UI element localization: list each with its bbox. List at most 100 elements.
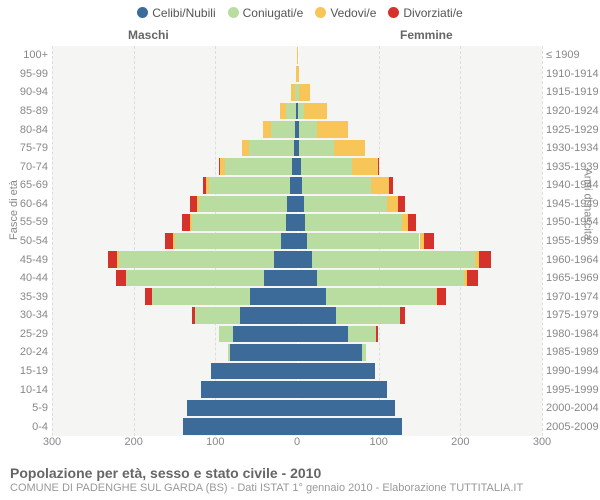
birth-band-label: 1925-1929 <box>546 124 600 136</box>
pyramid-row <box>52 120 542 139</box>
age-band-label: 65-69 <box>12 179 48 191</box>
pyramid-row <box>52 306 542 325</box>
birth-band-label: 1915-1919 <box>546 86 600 98</box>
segment-div <box>376 326 378 343</box>
segment-con <box>336 307 400 324</box>
pyramid-row <box>52 83 542 102</box>
pyramid-row <box>52 362 542 381</box>
segment-cel <box>201 381 297 398</box>
segment-ved <box>297 47 298 64</box>
birth-band-label: 1950-1954 <box>546 216 600 228</box>
segment-ved <box>299 84 310 101</box>
segment-con <box>192 214 286 231</box>
segment-con <box>348 326 377 343</box>
segment-cel <box>187 400 297 417</box>
age-band-label: 90-94 <box>12 86 48 98</box>
segment-cel <box>264 270 297 287</box>
age-band-label: 20-24 <box>12 346 48 358</box>
birth-band-label: 1930-1934 <box>546 142 600 154</box>
x-tick: 100 <box>369 436 387 448</box>
age-band-label: 95-99 <box>12 68 48 80</box>
segment-div <box>398 196 405 213</box>
segment-cel <box>240 307 297 324</box>
x-tick: 100 <box>206 436 224 448</box>
age-band-label: 25-29 <box>12 328 48 340</box>
segment-ved <box>280 103 287 120</box>
segment-ved <box>242 140 249 157</box>
pyramid-row <box>52 380 542 399</box>
segment-cel <box>286 214 297 231</box>
segment-con <box>219 326 234 343</box>
age-band-label: 40-44 <box>12 272 48 284</box>
pyramid-row <box>52 269 542 288</box>
segment-cel <box>297 307 336 324</box>
x-tick: 300 <box>533 436 551 448</box>
chart-title: Popolazione per età, sesso e stato civil… <box>10 465 523 481</box>
birth-band-label: 1940-1944 <box>546 179 600 191</box>
segment-con <box>271 121 296 138</box>
segment-con <box>119 251 274 268</box>
segment-con <box>317 270 464 287</box>
segment-con <box>175 233 281 250</box>
age-band-label: 15-19 <box>12 365 48 377</box>
segment-con <box>286 103 296 120</box>
age-band-label: 70-74 <box>12 161 48 173</box>
segment-ved <box>173 233 175 250</box>
legend: Celibi/NubiliConiugati/eVedovi/eDivorzia… <box>0 6 600 20</box>
segment-con <box>209 177 291 194</box>
birth-band-label: 2005-2009 <box>546 421 600 433</box>
segment-cel <box>297 270 317 287</box>
pyramid-row <box>52 325 542 344</box>
legend-swatch <box>137 7 148 18</box>
label-femmine: Femmine <box>400 28 453 42</box>
segment-div <box>219 158 221 175</box>
segment-div <box>182 214 190 231</box>
age-band-label: 75-79 <box>12 142 48 154</box>
segment-ved <box>304 103 327 120</box>
segment-div <box>145 288 152 305</box>
pyramid-row <box>52 417 542 436</box>
label-maschi: Maschi <box>128 28 169 42</box>
segment-div <box>408 214 416 231</box>
pyramid-row <box>52 343 542 362</box>
birth-band-label: 1995-1999 <box>546 384 600 396</box>
segment-cel <box>183 418 297 435</box>
segment-cel <box>287 196 297 213</box>
segment-ved <box>206 177 209 194</box>
segment-div <box>389 177 392 194</box>
segment-div <box>190 196 197 213</box>
segment-ved <box>220 158 225 175</box>
pyramid-row <box>52 139 542 158</box>
age-band-label: 50-54 <box>12 235 48 247</box>
segment-con <box>301 158 352 175</box>
birth-band-label: ≤ 1909 <box>546 49 600 61</box>
segment-con <box>312 251 475 268</box>
segment-div <box>400 307 405 324</box>
legend-swatch <box>315 7 326 18</box>
segment-cel <box>297 344 362 361</box>
segment-con <box>326 288 436 305</box>
segment-con <box>299 140 333 157</box>
segment-cel <box>281 233 297 250</box>
segment-div <box>108 251 118 268</box>
segment-con <box>152 288 250 305</box>
segment-ved <box>352 158 378 175</box>
age-band-label: 35-39 <box>12 291 48 303</box>
age-band-label: 85-89 <box>12 105 48 117</box>
segment-cel <box>274 251 297 268</box>
legend-swatch <box>388 7 399 18</box>
segment-cel <box>297 381 387 398</box>
segment-cel <box>297 233 307 250</box>
segment-cel <box>250 288 297 305</box>
birth-band-label: 1985-1989 <box>546 346 600 358</box>
segment-div <box>437 288 445 305</box>
legend-item: Divorziati/e <box>388 6 462 20</box>
x-tick: 300 <box>43 436 61 448</box>
population-pyramid: 3002001000100200300 100+≤ 190995-991910-… <box>52 46 542 436</box>
legend-item: Coniugati/e <box>228 6 304 20</box>
age-band-label: 60-64 <box>12 198 48 210</box>
segment-cel <box>297 288 326 305</box>
age-band-label: 30-34 <box>12 309 48 321</box>
birth-band-label: 1980-1984 <box>546 328 600 340</box>
segment-con <box>307 233 420 250</box>
